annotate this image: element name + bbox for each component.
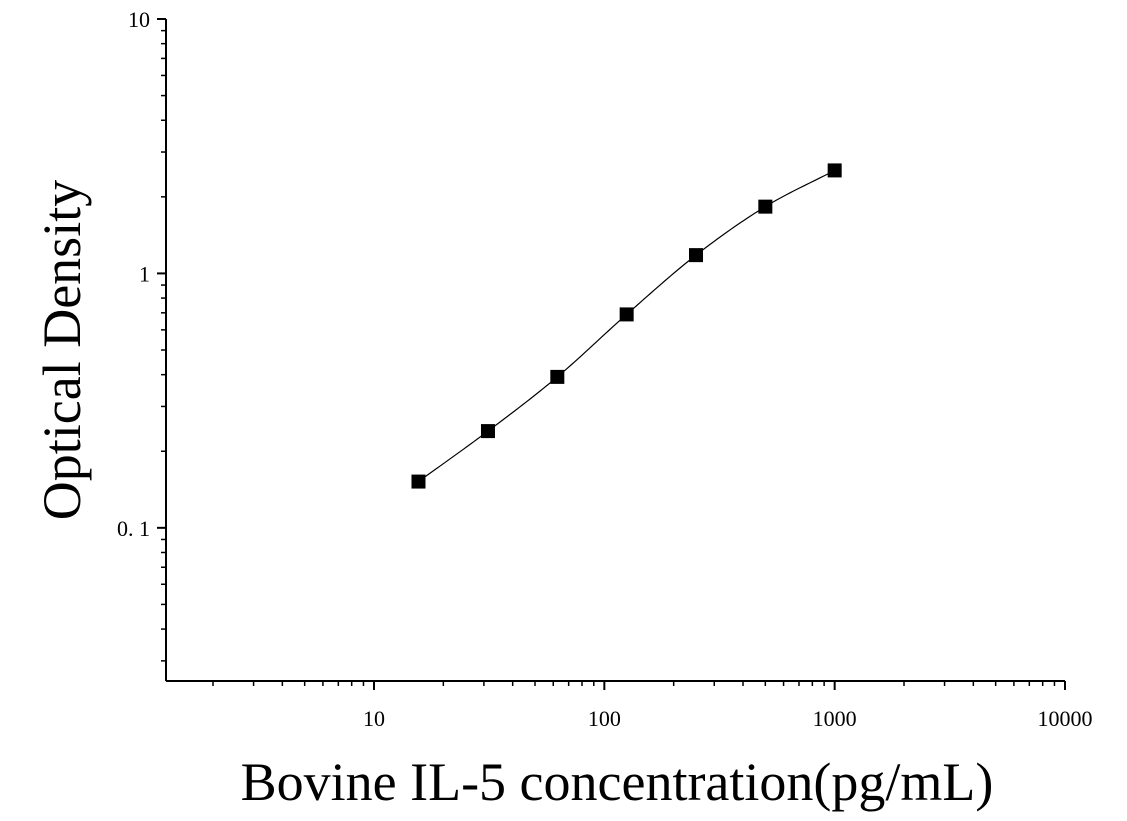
data-point — [758, 199, 773, 214]
data-points — [411, 163, 842, 489]
fit-curve — [418, 169, 835, 483]
data-point — [411, 474, 426, 489]
data-point — [619, 307, 634, 322]
x-axis-title: Bovine IL-5 concentration(pg/mL) — [241, 752, 994, 812]
y-tick-label: 1 — [139, 261, 150, 286]
data-point — [550, 369, 565, 384]
data-point — [827, 163, 842, 178]
x-tick-label: 10 — [363, 706, 385, 731]
x-tick-label: 1000 — [813, 706, 857, 731]
fit-curve-group — [418, 169, 835, 483]
y-tick-label: 10 — [128, 7, 150, 32]
axes — [165, 19, 1065, 682]
x-tick-label: 100 — [588, 706, 621, 731]
x-tick-label: 10000 — [1038, 706, 1093, 731]
y-tick-label: 0. 1 — [117, 516, 150, 541]
y-axis-title: Optical Density — [32, 180, 92, 520]
data-point — [480, 424, 495, 439]
axis-ticks: 10 100 1000 10000 10 1 0. 1 — [117, 7, 1093, 731]
data-point — [688, 248, 703, 263]
